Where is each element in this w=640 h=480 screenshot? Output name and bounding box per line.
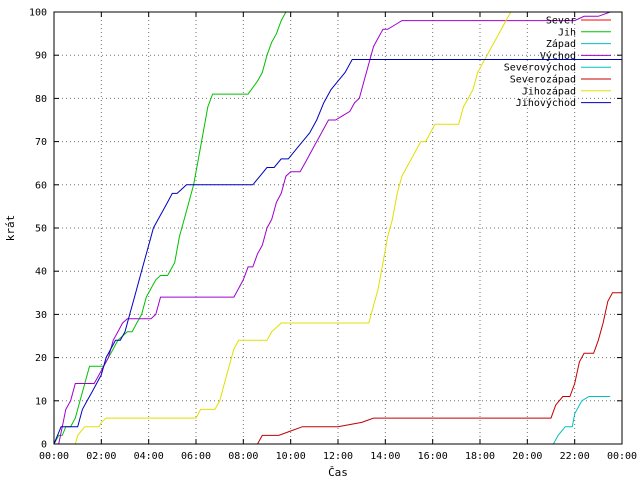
series-line-severozapad <box>257 292 622 444</box>
x-tick-label: 08:00 <box>228 451 258 462</box>
x-axis-ticks: 00:00 02:00 04:00 06:00 08:00 10:00 12:00 14:00… <box>39 12 637 462</box>
y-tick-label: 30 <box>35 310 47 321</box>
y-tick-label: 80 <box>35 94 47 105</box>
series-line-jih <box>54 12 291 444</box>
legend-label-sever: Sever <box>546 16 576 27</box>
y-tick-label: 100 <box>29 8 47 19</box>
y-tick-label: 40 <box>35 267 47 278</box>
x-tick-label: 04:00 <box>134 451 164 462</box>
legend-label-severozapad: Severozápad <box>510 74 576 86</box>
series-lines <box>54 12 622 444</box>
x-tick-label: 14:00 <box>370 451 400 462</box>
x-tick-label: 20:00 <box>512 451 542 462</box>
y-axis-ticks: 0 10 20 30 40 50 60 70 80 90 100 <box>29 8 622 451</box>
y-tick-label: 0 <box>41 440 47 451</box>
y-tick-label: 20 <box>35 353 47 364</box>
grid <box>54 12 622 444</box>
y-tick-label: 90 <box>35 51 47 62</box>
x-tick-label: 00:00 <box>607 451 637 462</box>
x-tick-label: 10:00 <box>276 451 306 462</box>
y-tick-label: 50 <box>35 224 47 235</box>
x-tick-label: 02:00 <box>86 451 116 462</box>
legend-label-jihozapad: Jihozápad <box>522 85 576 97</box>
x-tick-label: 22:00 <box>560 451 590 462</box>
y-tick-label: 60 <box>35 180 47 191</box>
x-axis-label: Čas <box>328 466 348 479</box>
x-tick-label: 16:00 <box>418 451 448 462</box>
y-tick-label: 70 <box>35 137 47 148</box>
x-tick-label: 00:00 <box>39 451 69 462</box>
y-tick-label: 10 <box>35 396 47 407</box>
series-line-zapad <box>552 396 611 444</box>
series-line-vychod <box>54 12 622 444</box>
x-tick-label: 18:00 <box>465 451 495 462</box>
legend-label-severovychod: Severovýchod <box>504 62 576 74</box>
x-tick-label: 06:00 <box>181 451 211 462</box>
legend-label-zapad: Západ <box>546 38 576 50</box>
x-tick-label: 12:00 <box>323 451 353 462</box>
series-line-jihovychod <box>54 59 622 444</box>
legend-label-jihovychod: Jihovýchod <box>516 97 576 109</box>
y-axis-label: krát <box>4 215 17 242</box>
legend-label-vychod: Východ <box>540 50 576 62</box>
legend-label-jih: Jih <box>558 27 576 38</box>
legend: SeverJihZápadVýchodSeverovýchodSeverozáp… <box>504 16 611 109</box>
series-line-jihozapad <box>74 12 622 444</box>
